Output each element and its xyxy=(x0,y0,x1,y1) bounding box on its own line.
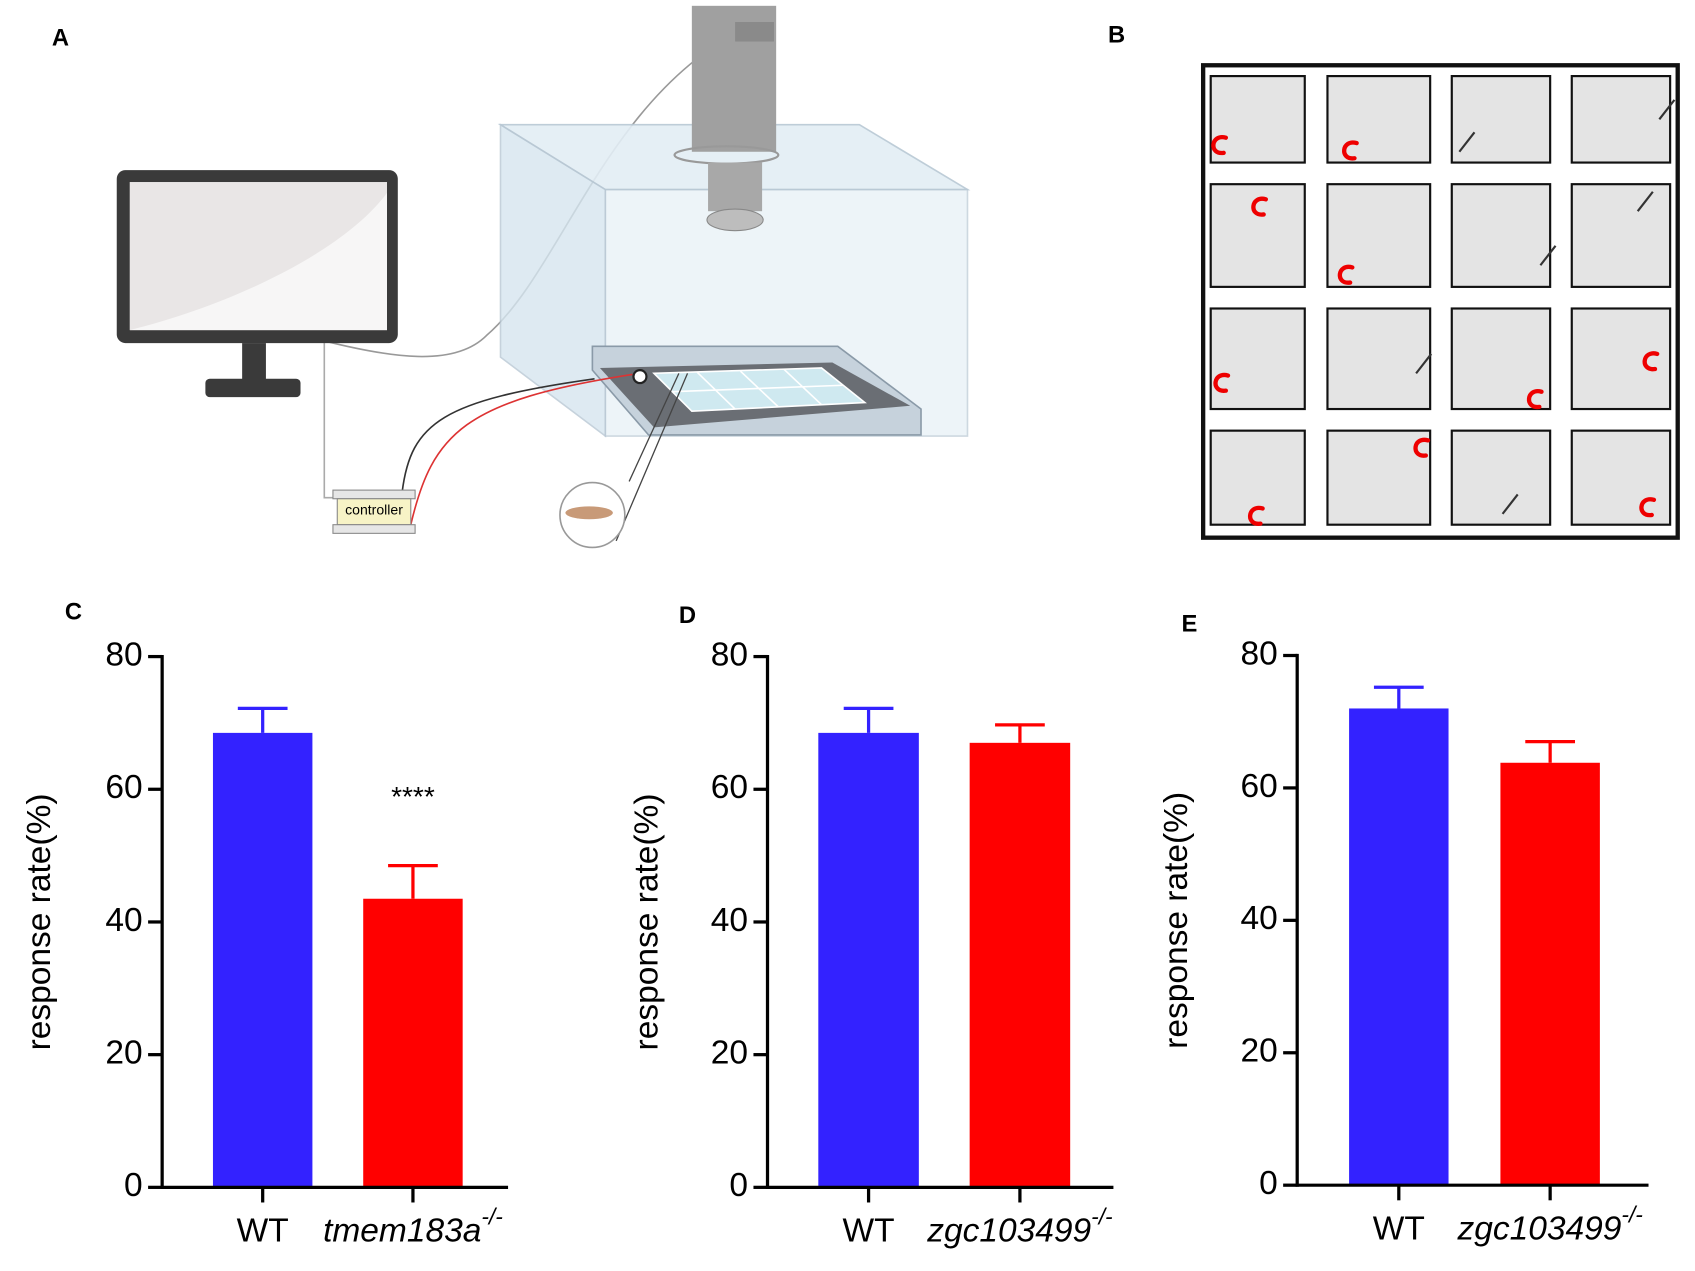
bar xyxy=(212,732,313,1188)
y-tick-label: 80 xyxy=(711,636,748,673)
x-tick-label: zgc103499-/- xyxy=(1456,1202,1643,1248)
well xyxy=(1570,183,1672,288)
well xyxy=(1326,307,1432,411)
x-tick-label: WT xyxy=(1373,1210,1425,1247)
y-tick-label: 20 xyxy=(1240,1033,1277,1070)
category-name: WT xyxy=(237,1213,289,1250)
y-tick-label: 60 xyxy=(1240,768,1277,805)
category-name: zgc103499 xyxy=(1456,1210,1621,1247)
y-tick-label: 60 xyxy=(711,769,748,806)
y-tick-label: 40 xyxy=(1240,900,1277,937)
bar xyxy=(818,732,919,1188)
y-axis-title: response rate(%) xyxy=(1158,792,1195,1049)
well xyxy=(1570,75,1672,164)
setup-illustration xyxy=(116,5,971,549)
well xyxy=(1450,183,1552,288)
larva xyxy=(1539,245,1557,266)
larva-trace xyxy=(1211,135,1229,156)
bar xyxy=(1500,762,1600,1186)
y-tick-label: 40 xyxy=(105,902,142,939)
well xyxy=(1326,75,1432,164)
larva-trace xyxy=(1342,140,1359,161)
y-tick-label: 80 xyxy=(1240,635,1277,672)
larva xyxy=(1415,353,1433,375)
panel-label: E xyxy=(1182,611,1198,638)
y-tick-label: 20 xyxy=(711,1035,748,1072)
larva xyxy=(1658,99,1676,120)
larva-trace xyxy=(1526,389,1544,410)
y-axis-title: response rate(%) xyxy=(628,793,665,1050)
category-name: zgc103499 xyxy=(926,1213,1091,1250)
significance-annotation: **** xyxy=(391,781,435,812)
panel-label: B xyxy=(1108,21,1125,48)
category-superscript: -/- xyxy=(481,1204,503,1230)
well xyxy=(1209,429,1306,526)
y-tick-label: 80 xyxy=(105,636,142,673)
y-tick-label: 0 xyxy=(1259,1165,1278,1202)
x-tick-label: tmem183a-/- xyxy=(323,1204,503,1250)
category-name: WT xyxy=(843,1213,895,1250)
well xyxy=(1450,75,1552,164)
y-tick-label: 0 xyxy=(729,1167,748,1204)
well xyxy=(1570,429,1672,526)
bar xyxy=(363,898,463,1188)
x-tick-label: WT xyxy=(843,1213,895,1250)
well xyxy=(1326,429,1432,526)
larva-trace xyxy=(1642,351,1660,372)
panel-label: D xyxy=(679,602,696,629)
larva-trace xyxy=(1248,505,1265,526)
y-tick-label: 40 xyxy=(711,902,748,939)
larva xyxy=(1501,493,1519,515)
y-tick-label: 20 xyxy=(105,1035,142,1072)
x-tick-label: zgc103499-/- xyxy=(926,1204,1113,1250)
y-axis-title: response rate(%) xyxy=(21,793,58,1050)
category-superscript: -/- xyxy=(1091,1204,1113,1230)
y-tick-label: 0 xyxy=(124,1167,143,1204)
y-tick-label: 60 xyxy=(105,769,142,806)
x-tick-label: WT xyxy=(237,1213,289,1250)
bar xyxy=(969,742,1071,1188)
larva-trace xyxy=(1251,196,1269,217)
well xyxy=(1209,307,1306,411)
well xyxy=(1450,307,1552,411)
controller-label: controller xyxy=(345,501,403,517)
well xyxy=(1209,75,1306,164)
larva-trace xyxy=(1639,497,1657,518)
well xyxy=(1570,307,1672,411)
panel-label: A xyxy=(52,25,69,52)
bar xyxy=(1349,708,1449,1186)
larva-trace xyxy=(1213,372,1231,393)
well xyxy=(1450,429,1552,526)
larva-trace xyxy=(1413,437,1431,458)
larva xyxy=(1636,191,1654,212)
larva xyxy=(1458,131,1476,153)
larva-trace xyxy=(1337,264,1355,285)
category-superscript: -/- xyxy=(1621,1202,1643,1228)
category-name: WT xyxy=(1373,1210,1425,1247)
panel-label: C xyxy=(65,599,82,626)
well-plate-image xyxy=(1200,63,1680,540)
category-name: tmem183a xyxy=(323,1213,481,1250)
